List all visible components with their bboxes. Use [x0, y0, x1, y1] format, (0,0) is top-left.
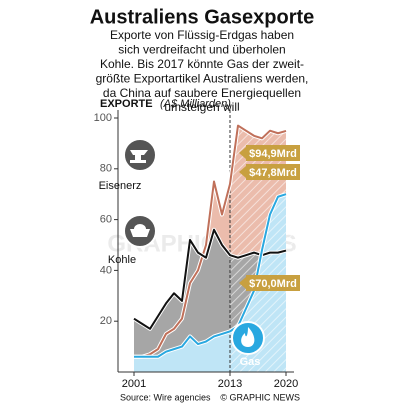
y-tick-label: 40: [100, 264, 112, 276]
subtitle-line: Kohle. Bis 2017 könnte Gas der zweit-: [100, 57, 304, 71]
value-label-box: [246, 275, 300, 291]
y-tick-label: 100: [94, 112, 112, 124]
icon-cart: [130, 224, 150, 237]
line: [134, 193, 287, 358]
y-tick-label: 80: [100, 163, 112, 175]
series-name: Gas: [240, 356, 261, 368]
source: Source: Wire agencies: [120, 392, 211, 402]
label-pointer: [239, 147, 246, 159]
line: [134, 124, 287, 358]
subtitle-line: größte Exportartikel Australiens werden,: [96, 71, 309, 85]
x-tick-label: 2020: [274, 378, 298, 390]
value-label: $47,8Mrd: [249, 167, 297, 179]
x-tick-label: 2013: [218, 378, 242, 390]
y-axis-unit: (A$ Milliarden): [160, 98, 231, 110]
subtitle-line: sich verdreifacht und überholen: [118, 43, 285, 57]
credit: © GRAPHIC NEWS: [220, 392, 300, 402]
value-label: $70,0Mrd: [249, 278, 297, 290]
chart-title: Australiens Gasexporte: [90, 6, 315, 28]
x-tick-label: 2001: [122, 378, 146, 390]
value-label-box: [246, 145, 300, 161]
y-tick-label: 20: [100, 315, 112, 327]
label-pointer: [239, 166, 246, 178]
icon-flame: [241, 327, 255, 347]
series-name: Kohle: [108, 254, 136, 266]
value-label: $94,9Mrd: [249, 148, 297, 160]
y-tick-label: 60: [100, 214, 112, 226]
subtitle-line: Exporte von Flüssig-Erdgas haben: [110, 28, 294, 42]
series-name: Eisenerz: [99, 180, 142, 192]
value-label-box: [246, 164, 300, 180]
subtitle-line: da China auf saubere Energiequellen: [103, 86, 301, 100]
icon-anvil: [130, 150, 148, 163]
y-axis-label: EXPORTE: [100, 98, 153, 110]
subtitle-line: umsteigen will: [164, 100, 239, 114]
label-pointer: [239, 277, 246, 289]
